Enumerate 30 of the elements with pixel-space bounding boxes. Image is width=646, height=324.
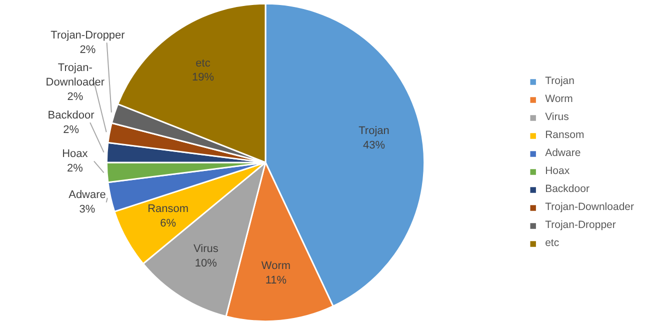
- legend-label: Adware: [545, 146, 581, 160]
- slice-label: Backdoor: [48, 109, 95, 122]
- data-label: 19%: [192, 72, 214, 84]
- slice-label: Trojan- Downloader: [46, 62, 105, 88]
- legend-label: Trojan: [545, 74, 574, 88]
- data-label: 11%: [265, 274, 287, 286]
- legend-label: etc: [545, 236, 560, 250]
- legend-label: Trojan-Downloader: [545, 200, 634, 214]
- legend-label: Worm: [545, 92, 573, 106]
- data-label: 2%: [66, 162, 84, 174]
- legend-label: Virus: [545, 110, 569, 124]
- data-label: 3%: [79, 204, 96, 216]
- data-label: 6%: [160, 217, 176, 230]
- data-label: 43%: [362, 139, 386, 152]
- legend-label: Ransom: [545, 128, 584, 142]
- data-label: 2%: [80, 44, 96, 56]
- slice-label: etc: [196, 57, 211, 70]
- slice-label: Hoax: [62, 148, 88, 160]
- slice-label: Trojan: [358, 125, 390, 138]
- slice-label: Virus: [193, 243, 219, 256]
- legend-label: Trojan-Dropper: [545, 218, 616, 232]
- slice-label: Trojan-Dropper: [50, 29, 126, 42]
- legend-label: Hoax: [545, 164, 570, 178]
- data-label: 10%: [194, 258, 218, 270]
- data-label: 2%: [67, 90, 84, 103]
- slice-label: Adware: [68, 189, 106, 202]
- slice-label: Ransom: [148, 202, 189, 215]
- slice-label: Worm: [261, 260, 291, 272]
- legend-label: Backdoor: [545, 182, 590, 196]
- data-label: 2%: [63, 124, 80, 136]
